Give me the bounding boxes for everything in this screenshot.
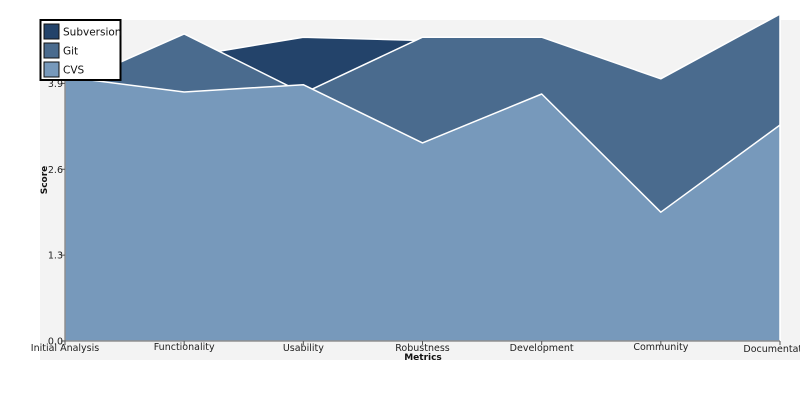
legend-label-git: Git [63, 46, 78, 58]
x-tick-label: Documentation [743, 344, 800, 355]
legend-swatch-git [43, 42, 60, 59]
x-tick-label: Initial Analysis [31, 343, 99, 354]
x-ticks: Initial Analysis Functionality Usability Ro… [31, 341, 800, 355]
x-tick-label: Development [510, 343, 574, 354]
y-axis-title: Score [40, 166, 50, 195]
x-tick-label: Robustness [395, 343, 450, 354]
y-tick-label: 2.6 [48, 165, 63, 176]
y-ticks: 0.0 1.3 2.6 3.9 [48, 79, 65, 348]
y-tick-label: 0.0 [48, 337, 63, 348]
y-tick-label: 3.9 [48, 79, 63, 90]
x-tick-label: Functionality [154, 342, 215, 353]
legend: Subversion Git CVS [39, 19, 122, 81]
area-cvs [64, 76, 781, 342]
x-axis-title: Metrics [404, 353, 442, 363]
legend-label-cvs: CVS [63, 65, 85, 77]
legend-swatch-cvs [43, 61, 60, 78]
x-tick-label: Community [633, 342, 688, 353]
area-series-group [64, 13, 781, 342]
legend-label-subversion: Subversion [63, 27, 121, 39]
x-tick-label: Usability [283, 343, 324, 354]
y-tick-label: 1.3 [48, 251, 63, 262]
legend-swatch-subversion [43, 23, 60, 40]
